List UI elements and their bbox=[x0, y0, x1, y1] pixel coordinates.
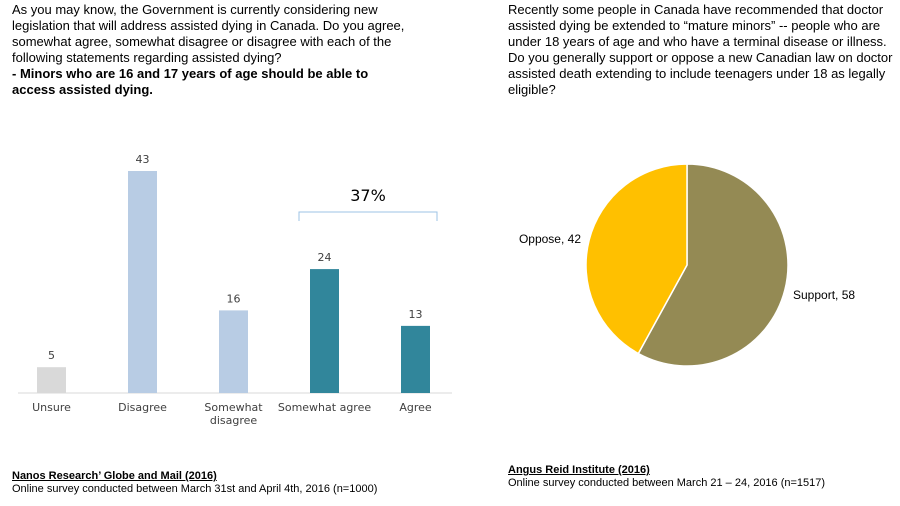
bar-chart: 37% 5 Unsure 43 Disagree 16 Somewhat disagree 2… bbox=[18, 153, 452, 427]
data-label-somewhat-disagree: 16 bbox=[227, 292, 241, 305]
pie-slice-oppose bbox=[585, 163, 688, 355]
category-label-somewhat-agree: Somewhat agree bbox=[278, 401, 371, 414]
category-label-unsure: Unsure bbox=[32, 401, 71, 414]
annotation-bracket bbox=[298, 211, 438, 221]
data-label-unsure: 5 bbox=[48, 349, 55, 362]
left-statement: - Minors who are 16 and 17 years of age … bbox=[12, 66, 369, 97]
left-source: Nanos Research’ Globe and Mail (2016) On… bbox=[12, 470, 377, 496]
bar-somewhat-disagree bbox=[219, 310, 248, 393]
data-label-somewhat-agree: 24 bbox=[318, 251, 332, 264]
bar-agree bbox=[401, 325, 430, 393]
category-label-agree: Agree bbox=[399, 401, 432, 414]
pie-slice-support bbox=[637, 163, 789, 367]
right-source-note: Online survey conducted between March 21… bbox=[508, 477, 826, 489]
bar-unsure bbox=[37, 367, 66, 393]
data-label-disagree: 43 bbox=[136, 153, 150, 166]
right-source-title: Angus Reid Institute (2016) bbox=[508, 464, 650, 476]
left-source-title: Nanos Research’ Globe and Mail (2016) bbox=[12, 470, 217, 482]
category-label-somewhat-disagree: Somewhat disagree bbox=[204, 401, 263, 427]
category-label-disagree: Disagree bbox=[118, 401, 167, 414]
bracket-annotation: 37% bbox=[298, 186, 438, 221]
pie-label-support: Support, 58 bbox=[793, 288, 855, 302]
data-label-agree: 13 bbox=[409, 308, 423, 321]
bar-somewhat-agree bbox=[310, 269, 339, 393]
left-question: As you may know, the Government is curre… bbox=[12, 2, 407, 98]
pie-label-oppose: Oppose, 42 bbox=[519, 232, 581, 246]
right-source: Angus Reid Institute (2016) Online surve… bbox=[508, 464, 825, 490]
bar-disagree bbox=[128, 171, 157, 393]
annotation-label: 37% bbox=[350, 186, 386, 205]
left-question-text: As you may know, the Government is curre… bbox=[12, 2, 405, 65]
right-question: Recently some people in Canada have reco… bbox=[508, 2, 893, 97]
left-source-note: Online survey conducted between March 31… bbox=[12, 483, 378, 495]
